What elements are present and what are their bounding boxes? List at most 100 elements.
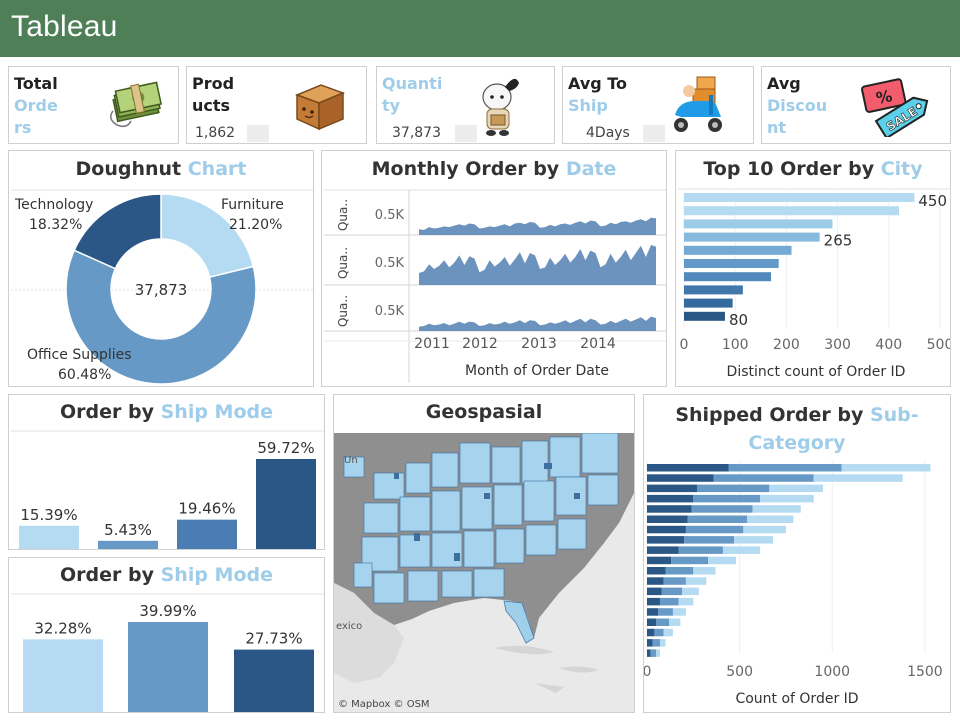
city-bar[interactable]: [684, 272, 772, 282]
subcategory-bar-segment[interactable]: [647, 505, 692, 513]
city-bar[interactable]: [684, 206, 900, 216]
kpi-label: Prod ucts: [192, 73, 234, 117]
subcategory-bar-segment[interactable]: [656, 618, 670, 627]
city-bar[interactable]: [684, 311, 725, 321]
subcategory-bar-segment[interactable]: [650, 649, 657, 657]
subcategory-bar-segment[interactable]: [691, 505, 753, 513]
ship-mode-bar[interactable]: [256, 459, 316, 549]
kpi-products[interactable]: Prod ucts 1,862: [186, 66, 367, 144]
subcategory-bar-segment[interactable]: [685, 577, 707, 585]
subcategory-bar-segment[interactable]: [647, 484, 698, 493]
bar-value-label: 27.73%: [245, 630, 302, 648]
subcategory-bar-segment[interactable]: [734, 536, 773, 544]
subcategory-bar-segment[interactable]: [743, 525, 786, 534]
subcategory-bar-segment[interactable]: [693, 494, 761, 503]
subcategory-bar-segment[interactable]: [685, 525, 744, 534]
subcategory-bar-segment[interactable]: [659, 639, 666, 647]
subcategory-bar-segment[interactable]: [659, 597, 679, 606]
subcategory-bar-segment[interactable]: [722, 546, 761, 554]
subcategory-bar-segment[interactable]: [654, 628, 664, 637]
subcategory-bar-segment[interactable]: [708, 556, 736, 565]
x-tick-label: 0: [644, 664, 651, 680]
subcategory-bar-segment[interactable]: [647, 474, 714, 482]
kpi-quantity[interactable]: Quanti ty 37,873: [376, 66, 555, 144]
subcategory-bar-segment[interactable]: [647, 525, 686, 534]
kpi-label-line: Discou: [767, 96, 828, 115]
subcategory-bar-segment[interactable]: [663, 628, 673, 637]
subcategory-bar-segment[interactable]: [647, 536, 685, 544]
slice-pct-office-supplies: 60.48%: [58, 367, 111, 383]
ship-mode-bar[interactable]: [177, 519, 237, 549]
city-bar[interactable]: [684, 298, 733, 308]
city-bar[interactable]: [684, 232, 820, 242]
map-view[interactable]: Un exico © Mapbox © OSM: [334, 433, 634, 713]
ship-mode-bar[interactable]: [128, 622, 208, 712]
subcategory-bar-segment[interactable]: [697, 484, 770, 493]
subcategory-bar-segment[interactable]: [769, 484, 823, 493]
subcategory-bar-segment[interactable]: [747, 515, 794, 524]
area-series-1[interactable]: [419, 217, 656, 235]
subcategory-bar-segment[interactable]: [647, 546, 679, 554]
subcategory-bar-segment[interactable]: [684, 536, 735, 544]
subcategory-bar-segment[interactable]: [760, 494, 814, 503]
subcategory-bar-segment[interactable]: [647, 587, 662, 596]
subcategory-bar-segment[interactable]: [647, 597, 660, 606]
subcategory-bar-segment[interactable]: [647, 577, 664, 585]
subcategory-bar-segment[interactable]: [841, 464, 931, 472]
subcategory-bar-segment[interactable]: [671, 556, 709, 565]
city-bar[interactable]: [684, 193, 915, 202]
kpi-label-line: rs: [14, 118, 32, 137]
kpi-total-orders[interactable]: Total Orde rs: [8, 66, 179, 144]
slice-pct-technology: 18.32%: [29, 217, 82, 233]
kpi-value-bar: [643, 125, 665, 142]
ship-mode-bar[interactable]: [234, 649, 314, 712]
x-tick-label: 500: [726, 664, 753, 680]
subcategory-bar-segment[interactable]: [647, 567, 666, 575]
area-series-3[interactable]: [419, 316, 656, 331]
subcategory-bar-segment[interactable]: [647, 515, 688, 524]
ship-mode-bar[interactable]: [19, 525, 79, 549]
subcategory-bar-segment[interactable]: [656, 649, 660, 657]
donut-slice-technology[interactable]: [73, 193, 162, 270]
kpi-avg-discount[interactable]: Avg Discou nt % SALE: [761, 66, 951, 144]
subcategory-bar-segment[interactable]: [658, 608, 673, 616]
subcategory-bar-segment[interactable]: [678, 597, 694, 606]
ship-mode-bar[interactable]: [98, 540, 158, 549]
subcategory-bar-segment[interactable]: [647, 608, 659, 616]
x-axis-label: Distinct count of Order ID: [727, 364, 906, 380]
subcategory-bar-segment[interactable]: [728, 464, 842, 472]
kpi-avg-to-ship[interactable]: Avg To Ship 4Days: [562, 66, 754, 144]
subcategory-bar-segment[interactable]: [647, 464, 729, 472]
subcategory-bar-segment[interactable]: [647, 649, 651, 657]
bar-value-label: 19.46%: [178, 500, 235, 518]
kpi-label: Avg Discou nt: [767, 73, 827, 139]
subcategory-bar-segment[interactable]: [647, 639, 653, 647]
city-bar[interactable]: [684, 259, 779, 268]
subcategory-bar-segment[interactable]: [713, 474, 814, 482]
subcategory-bar-segment[interactable]: [669, 618, 681, 627]
doughnut-chart-panel: Doughnut Chart 37,873 Technology 18.32% …: [8, 150, 314, 387]
subcategory-bar-segment[interactable]: [647, 618, 657, 627]
panel-title-highlight: Category: [748, 432, 846, 454]
ship-mode-bar[interactable]: [23, 639, 103, 712]
subcategory-bar-segment[interactable]: [665, 567, 694, 575]
subcategory-bar-segment[interactable]: [647, 556, 672, 565]
subcategory-bar-segment[interactable]: [661, 587, 683, 596]
subcategory-bar-segment[interactable]: [663, 577, 686, 585]
top-city-panel: Top 10 Order by City 450 265 80 0 100 200 300…: [675, 150, 951, 387]
subcategory-bar-segment[interactable]: [678, 546, 723, 554]
subcategory-bar-segment[interactable]: [813, 474, 903, 482]
subcategory-bar-segment[interactable]: [682, 587, 699, 596]
city-bar[interactable]: [684, 219, 833, 229]
city-bar[interactable]: [684, 285, 743, 295]
subcategory-bar-segment[interactable]: [687, 515, 748, 524]
subcategory-bar-segment[interactable]: [672, 608, 686, 616]
city-bar[interactable]: [684, 245, 792, 255]
area-series-2[interactable]: [419, 245, 656, 285]
subcategory-bar-segment[interactable]: [693, 567, 716, 575]
donut-slice-office-supplies[interactable]: [65, 249, 257, 385]
subcategory-bar-segment[interactable]: [652, 639, 660, 647]
subcategory-bar-segment[interactable]: [647, 494, 694, 503]
subcategory-bar-segment[interactable]: [752, 505, 801, 513]
subcategory-bar-segment[interactable]: [647, 628, 655, 637]
